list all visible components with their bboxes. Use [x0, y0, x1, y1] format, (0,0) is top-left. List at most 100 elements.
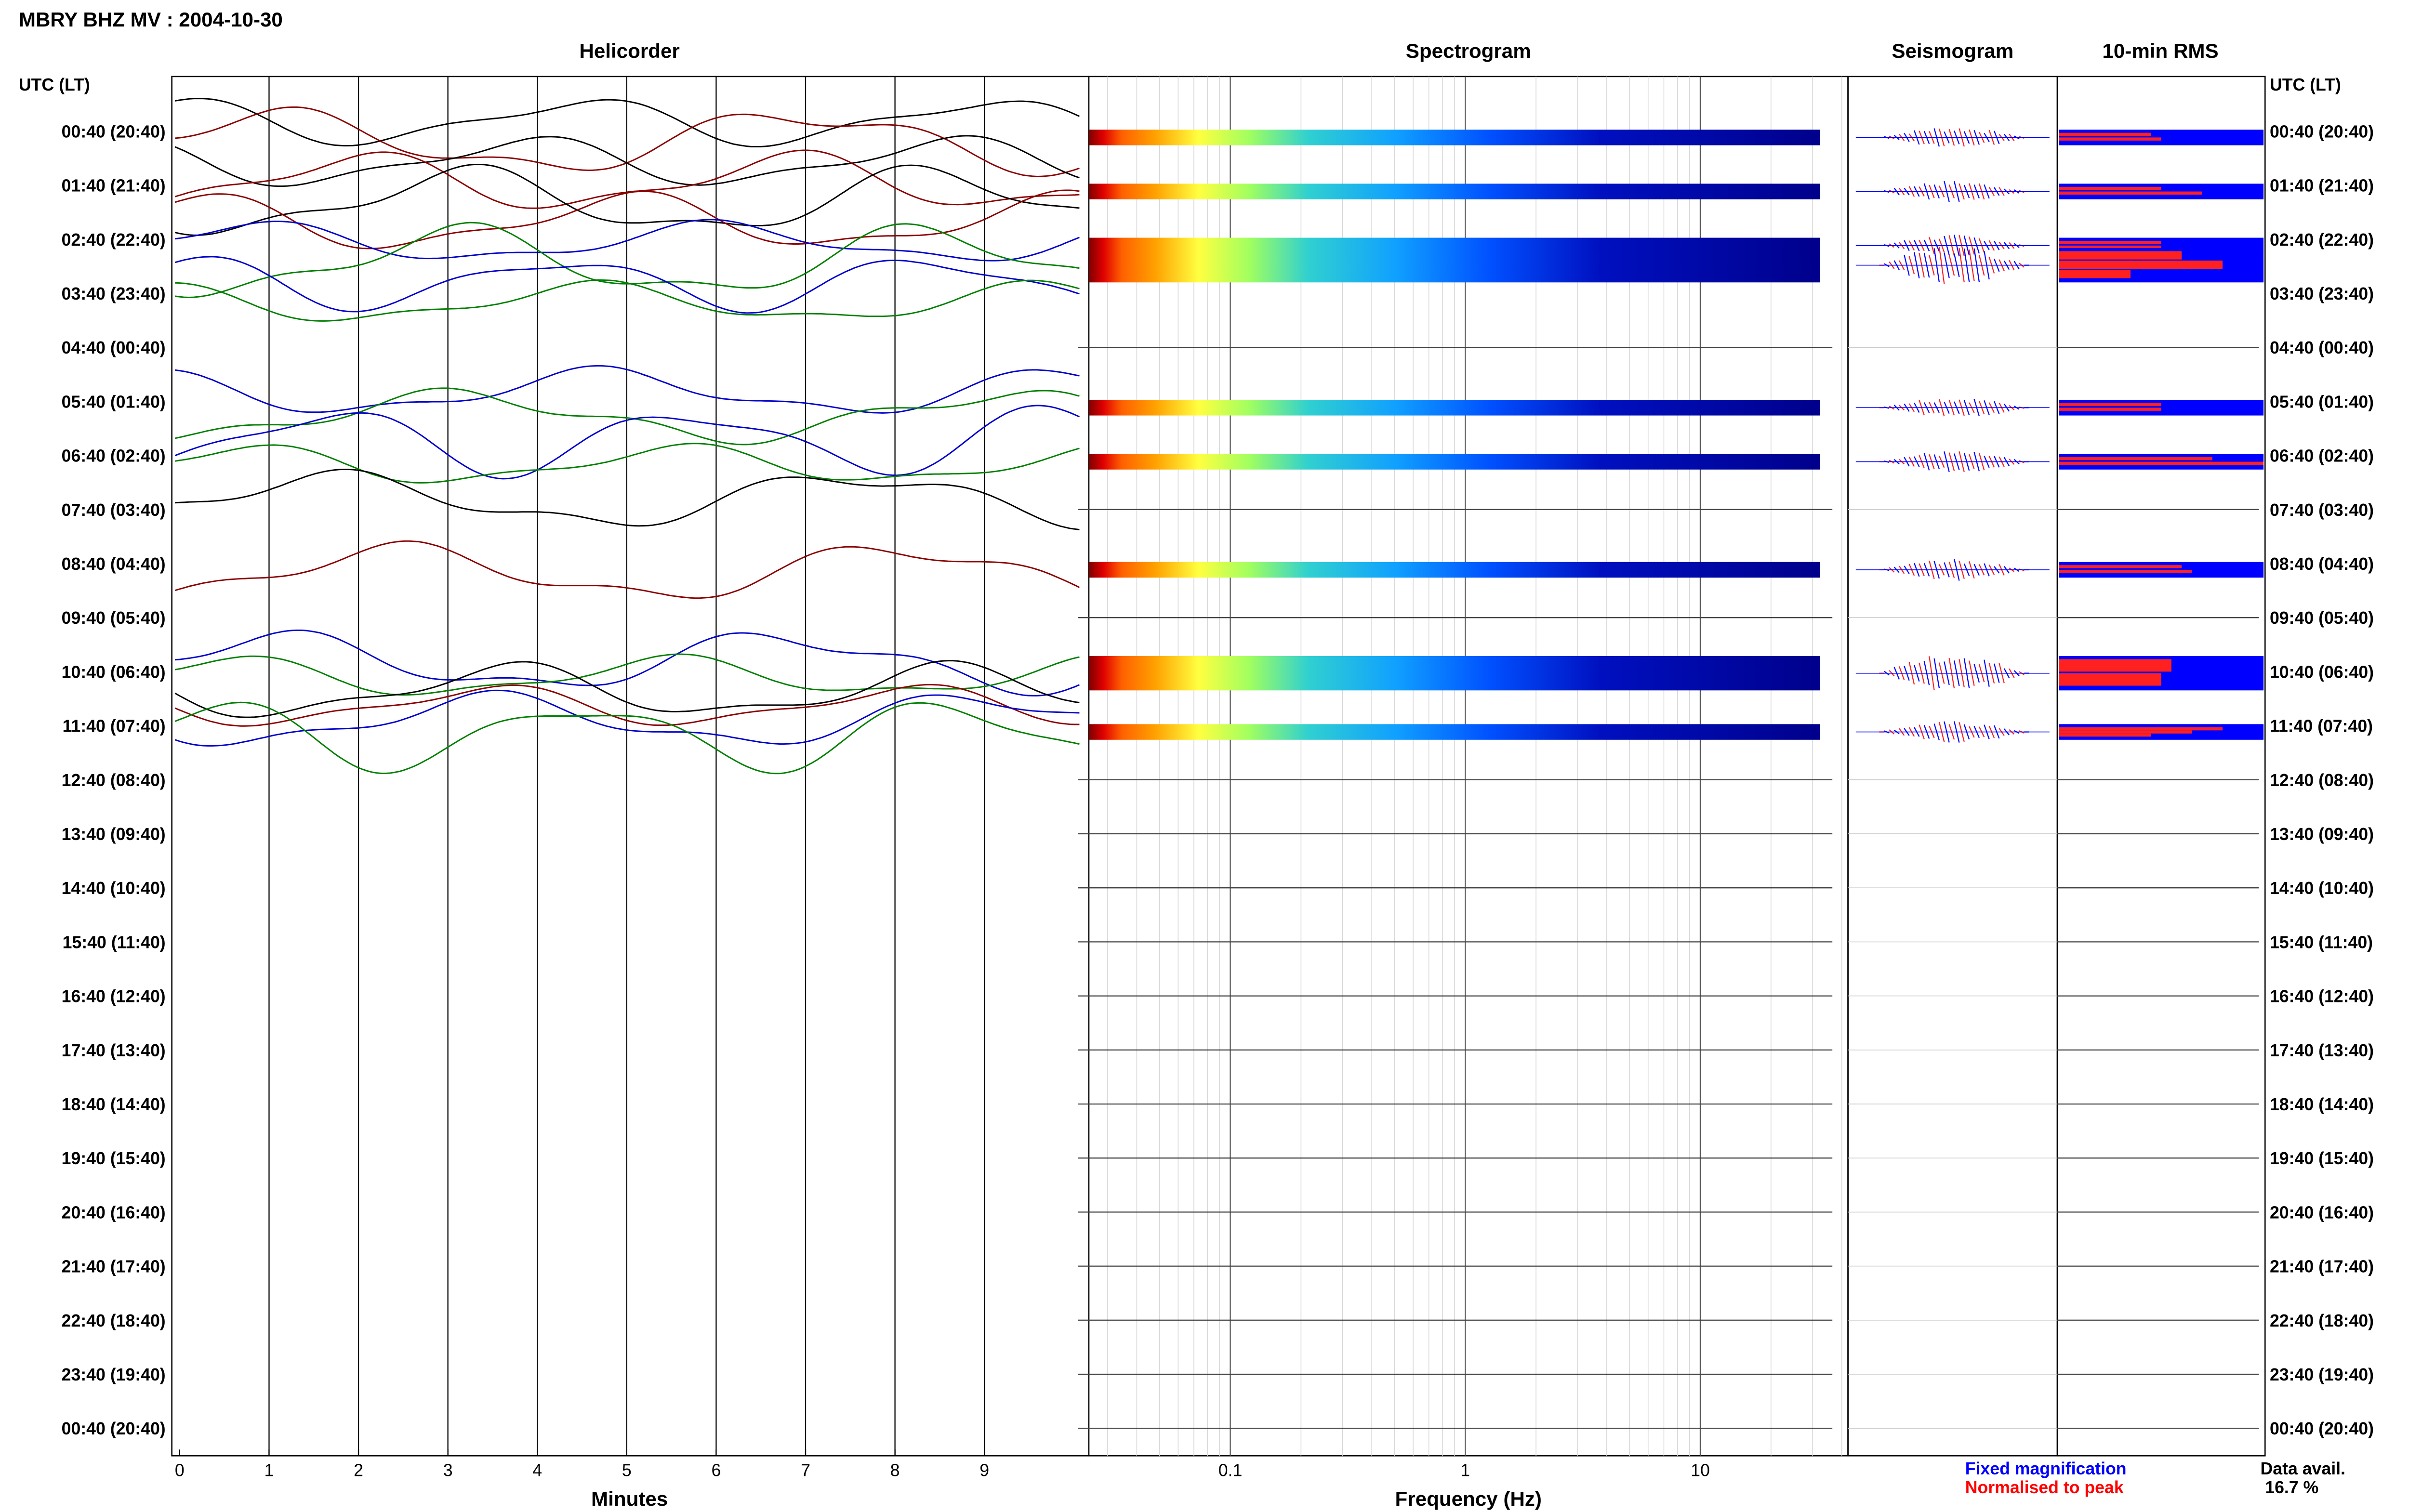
rms-normalised-bar	[2059, 457, 2212, 460]
spectrogram-band	[1088, 184, 1820, 199]
rms-normalised-bar	[2059, 565, 2182, 568]
axis-header-left: UTC (LT)	[19, 75, 90, 94]
rms-normalised-bar	[2059, 186, 2161, 190]
row-label-left: 18:40 (14:40)	[62, 1095, 166, 1114]
rms-normalised-bar	[2059, 461, 2264, 465]
page-title: MBRY BHZ MV : 2004-10-30	[19, 8, 283, 31]
row-label-right: 20:40 (16:40)	[2270, 1203, 2374, 1222]
row-label-right: 09:40 (05:40)	[2270, 608, 2374, 628]
panel-title-rms: 10-min RMS	[2102, 39, 2218, 62]
rms-normalised-bar	[2059, 403, 2161, 407]
row-label-left: 05:40 (01:40)	[62, 392, 166, 411]
rms-normalised-bar	[2059, 132, 2151, 136]
row-label-right: 16:40 (12:40)	[2270, 987, 2374, 1006]
frequency-tick-label: 10	[1691, 1460, 1710, 1480]
rms-normalised-bar	[2059, 730, 2192, 734]
row-label-left: 20:40 (16:40)	[62, 1203, 166, 1222]
rms-normalised-bar	[2059, 137, 2161, 141]
helicorder-traces	[174, 98, 1080, 775]
row-label-right: 23:40 (19:40)	[2270, 1365, 2374, 1384]
spectrogram-band	[1088, 248, 1820, 283]
helicorder-trace	[174, 219, 1080, 262]
helicorder-trace	[175, 629, 1080, 697]
row-label-left: 03:40 (23:40)	[62, 284, 166, 303]
row-label-right: 21:40 (17:40)	[2270, 1257, 2374, 1276]
row-label-left: 07:40 (03:40)	[62, 500, 166, 520]
helicorder-trace	[174, 443, 1080, 484]
panel-title-helicorder: Helicorder	[579, 39, 679, 62]
seismogram-trace	[1855, 721, 2050, 743]
row-label-left: 19:40 (15:40)	[62, 1149, 166, 1168]
seismogram-trace	[1855, 656, 2050, 691]
seismogram-trace	[1855, 235, 2050, 257]
row-label-right: 01:40 (21:40)	[2270, 176, 2374, 196]
grid-lines	[268, 76, 1842, 1456]
row-label-left: 17:40 (13:40)	[62, 1041, 166, 1060]
spectrogram-band	[1088, 400, 1820, 416]
helicorder-trace	[174, 256, 1080, 314]
helicorder-tick-label: 8	[890, 1460, 900, 1480]
seismogram-trace	[1855, 399, 2050, 417]
helicorder-trace	[174, 189, 1080, 250]
row-label-right: 02:40 (22:40)	[2270, 230, 2374, 250]
row-label-left: 04:40 (00:40)	[62, 338, 166, 357]
row-label-left: 16:40 (12:40)	[62, 987, 166, 1006]
helicorder-tick-label: 9	[979, 1460, 989, 1480]
data-avail-label: Data avail.	[2261, 1459, 2345, 1478]
row-label-left: 15:40 (11:40)	[63, 933, 166, 952]
helicorder-trace	[174, 164, 1080, 236]
helicorder-trace	[175, 468, 1080, 531]
row-label-right: 06:40 (02:40)	[2270, 447, 2374, 466]
helicorder-tick-label: 5	[622, 1460, 632, 1480]
row-labels-right: 00:40 (20:40) 01:40 (21:40) 02:40 (22:40) 0…	[2270, 122, 2374, 1438]
seismogram-frame	[1847, 76, 2058, 1457]
row-label-right: 11:40 (07:40)	[2270, 717, 2373, 736]
helicorder-trace	[174, 660, 1080, 718]
rms-normalised-bar	[2059, 659, 2171, 672]
helicorder-trace	[174, 701, 1080, 775]
row-label-left: 08:40 (04:40)	[62, 554, 166, 574]
row-label-left: 00:40 (20:40)	[62, 122, 166, 141]
row-label-right: 08:40 (04:40)	[2270, 554, 2374, 574]
spectrogram-frame	[1088, 76, 1849, 1457]
row-label-right: 04:40 (00:40)	[2270, 338, 2374, 357]
spectrogram-x-label: Frequency (Hz)	[1395, 1487, 1542, 1510]
helicorder-trace	[174, 387, 1080, 446]
row-label-left: 06:40 (02:40)	[62, 447, 166, 466]
row-label-right: 03:40 (23:40)	[2270, 284, 2374, 303]
helicorder-tick-label: 3	[443, 1460, 453, 1480]
helicorder-tick-label: 7	[801, 1460, 810, 1480]
axis-header-right: UTC (LT)	[2270, 75, 2341, 94]
frequency-tick-label: 0.1	[1218, 1460, 1243, 1480]
rms-frame	[2056, 76, 2266, 1457]
panel-title-seismogram: Seismogram	[1892, 39, 2013, 62]
helicorder-trace	[174, 540, 1080, 599]
row-label-right: 13:40 (09:40)	[2270, 825, 2374, 844]
spectrogram-band	[1088, 130, 1820, 145]
seismogram-trace	[1855, 246, 2050, 284]
row-label-left: 00:40 (20:40)	[62, 1419, 166, 1438]
row-label-right: 19:40 (15:40)	[2270, 1149, 2374, 1168]
seismogram-trace	[1855, 559, 2050, 581]
spectrogram-band	[1088, 724, 1820, 740]
helicorder-tick-label: 1	[265, 1460, 274, 1480]
row-label-right: 12:40 (08:40)	[2270, 771, 2374, 790]
rms-fixed-bar	[2059, 400, 2264, 416]
row-label-right: 07:40 (03:40)	[2270, 500, 2374, 520]
row-label-left: 10:40 (06:40)	[62, 662, 166, 682]
row-label-left: 09:40 (05:40)	[62, 608, 166, 628]
row-labels-left: 00:40 (20:40) 01:40 (21:40) 02:40 (22:40) 0…	[62, 122, 166, 1438]
helicorder-tick-label: 2	[354, 1460, 363, 1480]
rms-normalised-bar	[2059, 733, 2151, 737]
helicorder-trace	[174, 684, 1080, 727]
rms-normalised-bar	[2059, 191, 2202, 195]
helicorder-trace	[174, 653, 1080, 696]
row-label-right: 00:40 (20:40)	[2270, 122, 2374, 141]
row-label-left: 23:40 (19:40)	[62, 1365, 166, 1384]
row-label-left: 14:40 (10:40)	[62, 879, 166, 898]
spectrogram-band	[1088, 656, 1820, 691]
row-label-left: 21:40 (17:40)	[62, 1257, 166, 1276]
data-avail-value: 16.7 %	[2265, 1478, 2318, 1497]
helicorder-tick-label: 4	[532, 1460, 542, 1480]
legend-fixed: Fixed magnification	[1965, 1459, 2127, 1478]
